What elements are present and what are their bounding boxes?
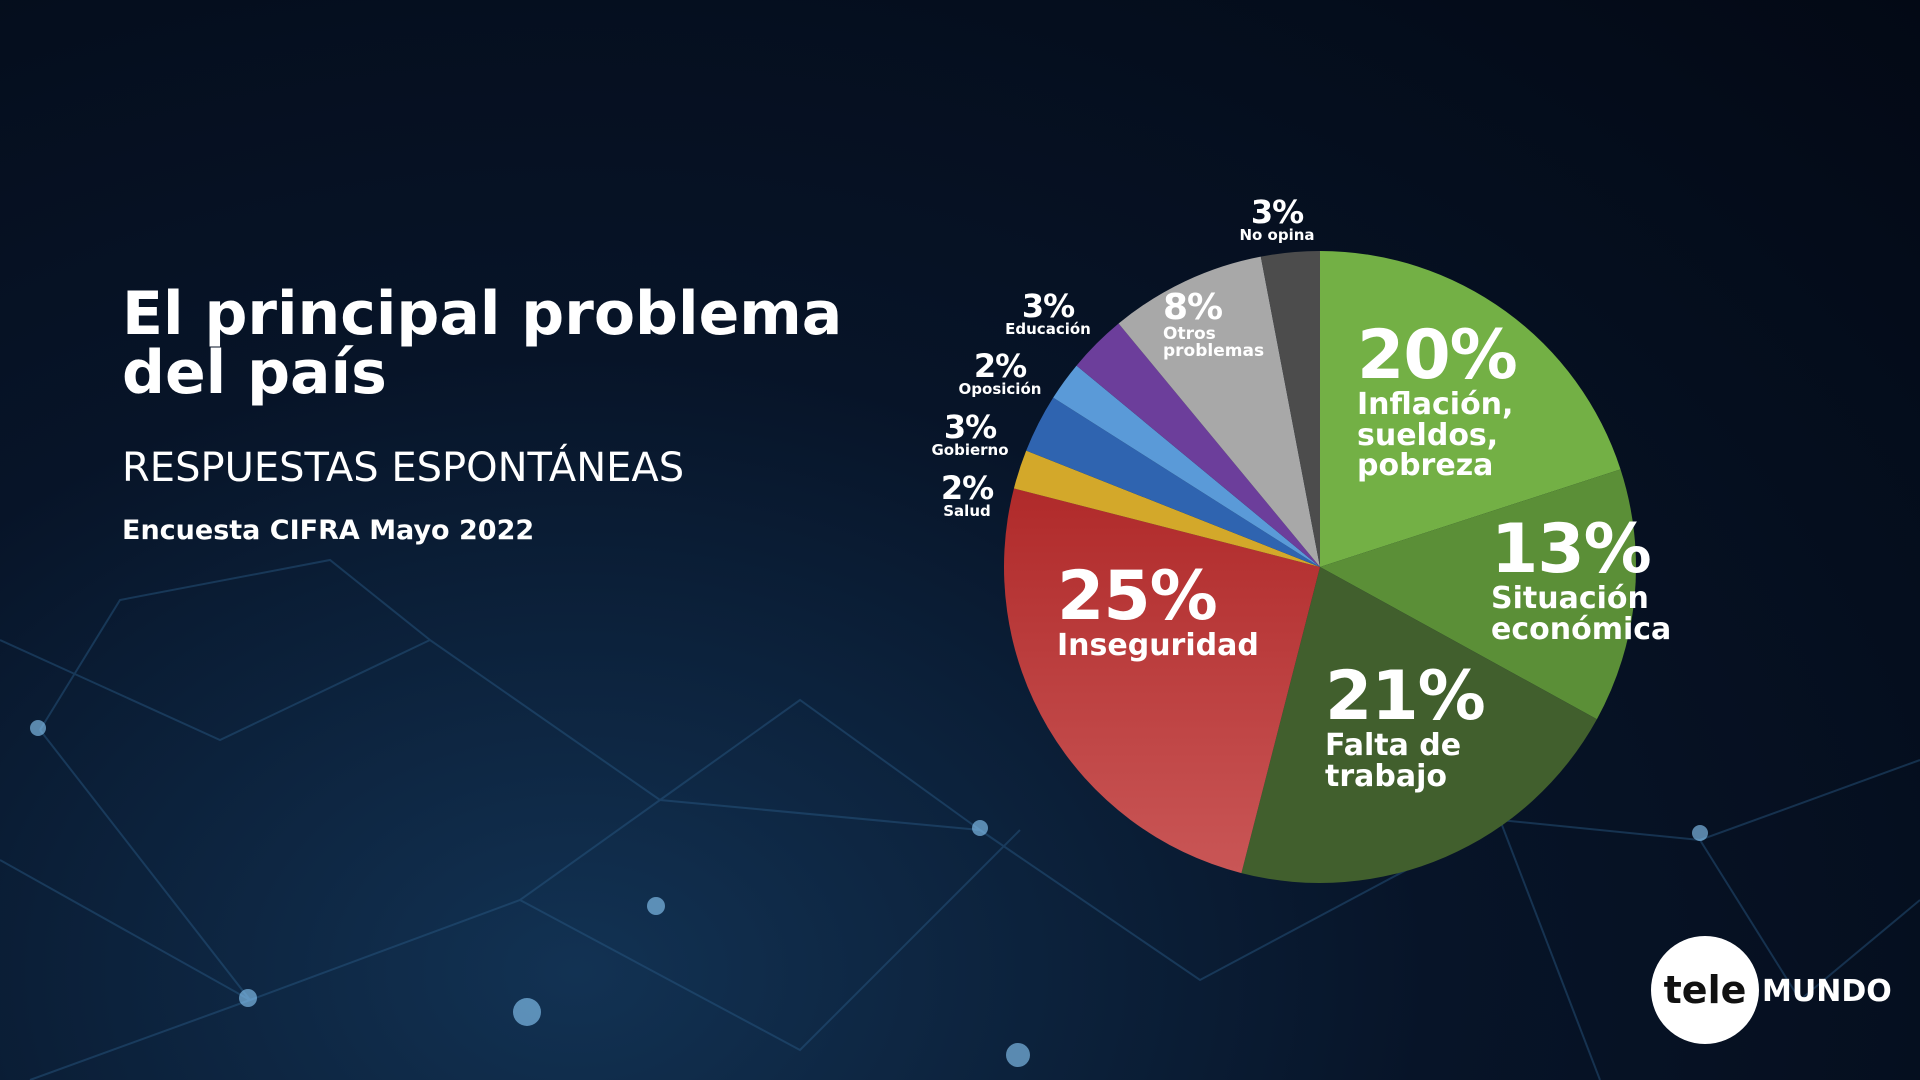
slice-label: 25% Inseguridad [1057,563,1377,662]
category-label: Falta de trabajo [1325,728,1462,794]
value-label: 2% [973,347,1027,385]
pie-slice [1241,567,1597,883]
category-label: Inseguridad [1057,628,1259,663]
slice-label: 3% No opina [1217,196,1337,243]
value-label: 21% [1325,657,1486,736]
logo-circle [1651,936,1759,1044]
slice-label: 3% Gobierno [910,411,1030,458]
value-label: 13% [1491,510,1652,589]
value-label: 25% [1057,557,1218,636]
value-label: 3% [1250,193,1304,231]
value-label: 3% [943,408,997,446]
category-label: Otros problemas [1163,324,1265,362]
slice-label: 3% Educación [988,290,1108,337]
slice-label: 2% Salud [907,472,1027,519]
source: Encuesta CIFRA Mayo 2022 [122,515,535,546]
value-label: 3% [1021,287,1075,325]
category-label: Situación económica [1491,581,1672,647]
slice-label: 21% Falta de trabajo [1325,663,1505,792]
pie-slice [1320,251,1621,567]
category-label: No opina [1239,226,1315,244]
slice-label: 2% Oposición [940,350,1060,397]
value-label: 20% [1357,316,1518,395]
pie-slice [1026,397,1320,567]
pie-slice [1013,450,1320,567]
slice-label: 20% Inflación, sueldos, pobreza [1357,322,1547,482]
pie-slice [1260,251,1320,567]
logo-right: MUNDO [1762,974,1892,1009]
slice-label: 8% Otros problemas [1163,290,1283,361]
category-label: Salud [943,502,991,520]
category-label: Gobierno [931,441,1009,459]
pie-slice [1004,488,1320,874]
title: El principal problema del país [122,279,843,408]
pie-slice [1320,469,1636,720]
logo-left: tele [1664,968,1747,1012]
pie-slice [1118,256,1320,567]
subtitle: RESPUESTAS ESPONTÁNEAS [122,445,685,491]
category-label: Educación [1005,320,1091,338]
category-label: Oposición [958,380,1042,398]
pie-slice [1053,365,1320,567]
category-label: Inflación, sueldos, pobreza [1357,387,1514,484]
value-label: 8% [1163,287,1223,328]
slice-label: 13% Situación económica [1491,516,1711,645]
value-label: 2% [940,469,994,507]
pie-slice [1076,323,1320,567]
